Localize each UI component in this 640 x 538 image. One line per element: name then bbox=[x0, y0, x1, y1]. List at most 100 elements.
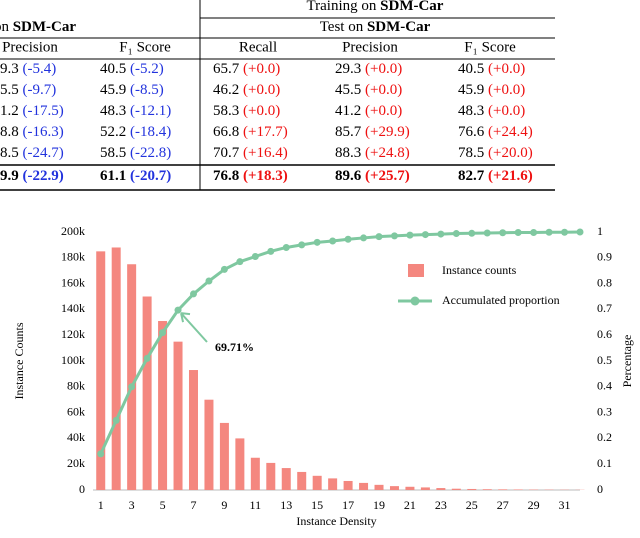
cell-delta: (+17.7) bbox=[243, 124, 288, 140]
point bbox=[468, 230, 475, 237]
cell-delta: (+0.0) bbox=[365, 61, 402, 77]
header: on SDM-Car bbox=[0, 19, 76, 35]
point bbox=[406, 232, 413, 239]
y2-axis-label: Percentage bbox=[620, 335, 634, 388]
point bbox=[205, 278, 212, 285]
cell-value: 66.8 bbox=[213, 124, 239, 140]
cell: 52.2 (-18.4) bbox=[100, 124, 171, 140]
cell: 41.2 (+0.0) bbox=[335, 103, 402, 119]
bar bbox=[436, 488, 445, 490]
y2-tick-label: 0.2 bbox=[597, 430, 612, 444]
cell-delta: (+24.4) bbox=[488, 124, 533, 140]
cell-value: 40.5 bbox=[100, 61, 126, 77]
y2-tick-label: 1 bbox=[597, 224, 603, 238]
x-tick-label: 15 bbox=[311, 498, 323, 512]
bar bbox=[514, 489, 523, 490]
cell-delta: (-20.7) bbox=[130, 168, 171, 184]
bar bbox=[174, 342, 183, 490]
point bbox=[159, 329, 166, 336]
y2-tick-label: 0 bbox=[597, 482, 603, 496]
cell-delta: (-16.3) bbox=[23, 124, 64, 140]
cell: 1.2 (-17.5) bbox=[0, 103, 64, 119]
y2-tick-label: 0.1 bbox=[597, 456, 612, 470]
cell: 45.9 (-8.5) bbox=[100, 82, 164, 98]
legend-swatch bbox=[408, 264, 424, 277]
cell: 70.7 (+16.4) bbox=[213, 145, 288, 161]
cell: 58.3 (+0.0) bbox=[213, 103, 280, 119]
y-tick-label: 120k bbox=[61, 327, 85, 341]
y2-tick-label: 0.6 bbox=[597, 327, 612, 341]
y-tick-label: 100k bbox=[61, 353, 85, 367]
point bbox=[499, 229, 506, 236]
cell: 45.9 (+0.0) bbox=[458, 82, 525, 98]
cell-value: 85.7 bbox=[335, 124, 362, 140]
y2-tick-label: 0.8 bbox=[597, 275, 612, 289]
bar bbox=[266, 463, 275, 490]
cell-value: 45.5 bbox=[335, 82, 361, 98]
bar bbox=[143, 297, 152, 491]
point bbox=[515, 229, 522, 236]
cell-delta: (-12.1) bbox=[130, 103, 171, 119]
point bbox=[113, 417, 120, 424]
header-bold: SDM-Car bbox=[367, 19, 431, 35]
y2-tick-label: 0.3 bbox=[597, 404, 612, 418]
bar bbox=[452, 489, 461, 490]
cell-value: 40.5 bbox=[458, 61, 484, 77]
point bbox=[236, 258, 243, 265]
y-tick-label: 200k bbox=[61, 224, 85, 238]
cell: 58.5 (-22.8) bbox=[100, 145, 171, 161]
cell: 8.5 (-24.7) bbox=[0, 145, 64, 161]
bar bbox=[282, 468, 291, 490]
cell: 40.5 (-5.2) bbox=[100, 61, 164, 77]
point bbox=[546, 229, 553, 236]
cell-delta: (-22.9) bbox=[23, 168, 64, 184]
bar bbox=[251, 458, 260, 490]
cell-value: 65.7 bbox=[213, 61, 240, 77]
header-text: on bbox=[0, 19, 13, 35]
cell-delta: (+0.0) bbox=[488, 103, 525, 119]
bar bbox=[483, 489, 492, 490]
cell-delta: (+18.3) bbox=[243, 168, 288, 184]
point bbox=[175, 307, 182, 314]
point bbox=[97, 450, 104, 457]
cell: 46.2 (+0.0) bbox=[213, 82, 280, 98]
cell: 9.3 (-5.4) bbox=[0, 61, 56, 77]
cell-value: 45.9 bbox=[100, 82, 126, 98]
column-header: Precision bbox=[342, 39, 398, 55]
cell-delta: (-5.2) bbox=[130, 61, 164, 77]
y-tick-label: 60k bbox=[67, 404, 85, 418]
cell: 40.5 (+0.0) bbox=[458, 61, 525, 77]
cell-value: 5.5 bbox=[0, 82, 19, 98]
cell-delta: (-9.7) bbox=[23, 82, 57, 98]
x-tick-label: 3 bbox=[129, 498, 135, 512]
cell-delta: (+16.4) bbox=[243, 145, 288, 161]
y-tick-label: 80k bbox=[67, 379, 85, 393]
bar bbox=[390, 486, 399, 490]
bar bbox=[112, 247, 121, 490]
bar bbox=[498, 489, 507, 490]
cell: 85.7 (+29.9) bbox=[335, 124, 410, 140]
point bbox=[422, 231, 429, 238]
cell-delta: (-24.7) bbox=[23, 145, 64, 161]
cell: 5.5 (-9.7) bbox=[0, 82, 56, 98]
x-tick-label: 9 bbox=[221, 498, 227, 512]
point bbox=[484, 230, 491, 237]
bar bbox=[421, 487, 430, 490]
cell: 48.3 (-12.1) bbox=[100, 103, 171, 119]
y-tick-label: 40k bbox=[67, 430, 85, 444]
cell-delta: (+0.0) bbox=[365, 82, 402, 98]
y-tick-label: 140k bbox=[61, 301, 85, 315]
header-bold: SDM-Car bbox=[380, 0, 444, 14]
point bbox=[530, 229, 537, 236]
cell: 61.1 (-20.7) bbox=[100, 168, 171, 184]
point bbox=[453, 230, 460, 237]
bar bbox=[204, 400, 213, 490]
cell-value: 8.5 bbox=[0, 145, 19, 161]
cell: 66.8 (+17.7) bbox=[213, 124, 288, 140]
point bbox=[298, 241, 305, 248]
column-header: Precision bbox=[2, 39, 58, 55]
cell-value: 48.3 bbox=[100, 103, 126, 119]
point bbox=[391, 232, 398, 239]
